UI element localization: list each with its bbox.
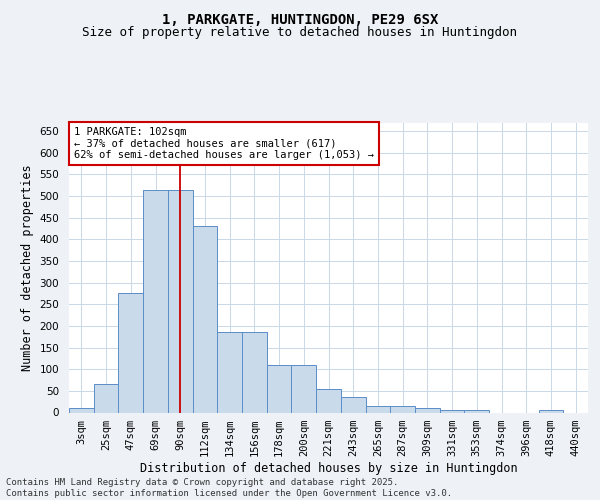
Bar [390,406,415,412]
Bar [440,410,464,412]
Bar [415,408,440,412]
Text: Size of property relative to detached houses in Huntingdon: Size of property relative to detached ho… [83,26,517,39]
Bar [341,398,365,412]
Text: Contains HM Land Registry data © Crown copyright and database right 2025.
Contai: Contains HM Land Registry data © Crown c… [6,478,452,498]
Bar [118,294,143,412]
Bar [217,332,242,412]
Bar [464,410,489,412]
Y-axis label: Number of detached properties: Number of detached properties [21,164,34,371]
Bar [94,384,118,412]
Text: 1 PARKGATE: 102sqm
← 37% of detached houses are smaller (617)
62% of semi-detach: 1 PARKGATE: 102sqm ← 37% of detached hou… [74,127,374,160]
Bar [242,332,267,412]
Bar [69,408,94,412]
Bar [143,190,168,412]
Bar [193,226,217,412]
Text: 1, PARKGATE, HUNTINGDON, PE29 6SX: 1, PARKGATE, HUNTINGDON, PE29 6SX [162,12,438,26]
Bar [316,388,341,412]
Bar [365,406,390,412]
X-axis label: Distribution of detached houses by size in Huntingdon: Distribution of detached houses by size … [140,462,517,475]
Bar [168,190,193,412]
Bar [267,365,292,412]
Bar [292,365,316,412]
Bar [539,410,563,412]
